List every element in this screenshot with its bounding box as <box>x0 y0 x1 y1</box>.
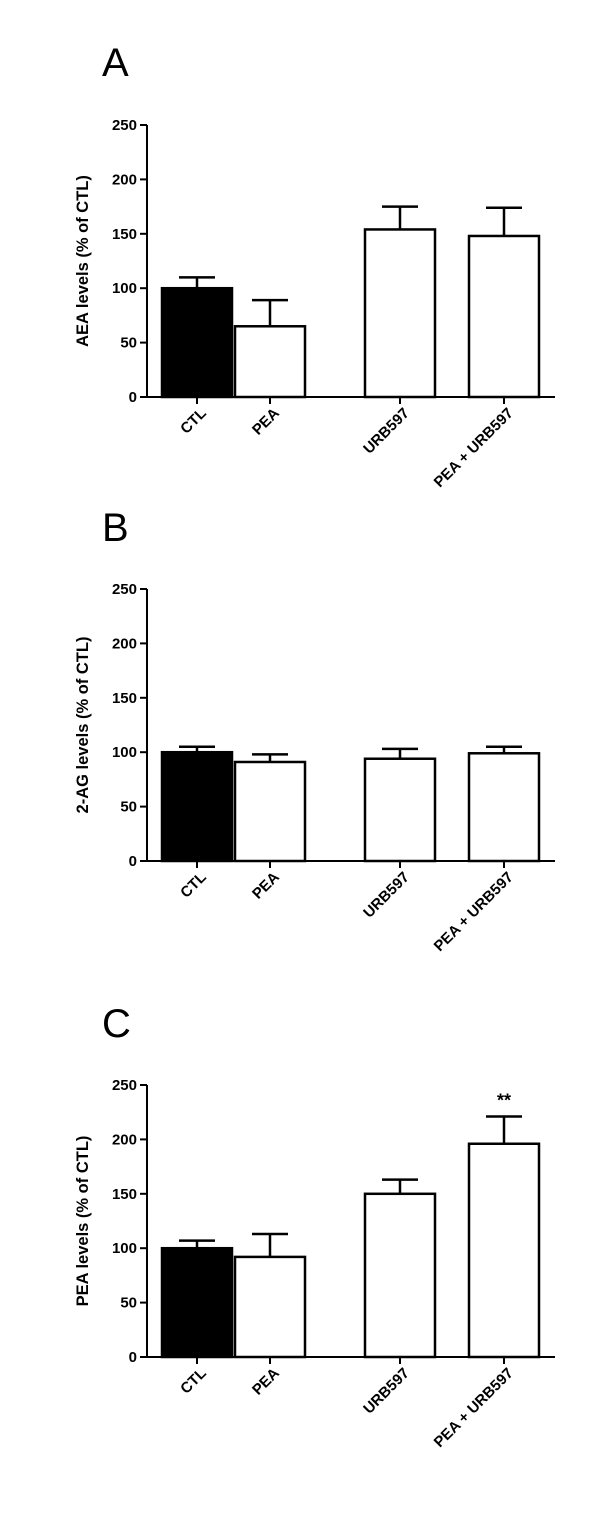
y-tick-label: 200 <box>112 171 137 188</box>
y-tick-label: 200 <box>112 635 137 652</box>
chart-panel-a: A 0 50 100 150 200 250 AEA levels (% of CTL) CTL… <box>74 41 555 491</box>
bar <box>160 1246 234 1359</box>
x-tick-label: PEA + URB597 <box>431 405 517 491</box>
y-tick-label: 0 <box>129 1349 137 1366</box>
x-tick-label: PEA <box>249 869 283 903</box>
x-tick-label: PEA <box>249 405 283 439</box>
x-tick-label: PEA + URB597 <box>431 1365 517 1451</box>
y-tick-label: 250 <box>112 1077 137 1094</box>
x-tick-label: PEA + URB597 <box>431 869 517 955</box>
x-tick-label: URB597 <box>360 869 413 922</box>
panel-letter: A <box>102 41 129 85</box>
x-tick-label: PEA <box>249 1365 283 1399</box>
chart-panel-b: B 0 50 100 150 200 250 2-AG levels (% of CTL) CT… <box>74 506 555 955</box>
y-axis-title: AEA levels (% of CTL) <box>74 175 92 347</box>
bar <box>363 757 437 863</box>
bar <box>160 286 234 399</box>
y-tick-label: 250 <box>112 581 137 598</box>
x-tick-label: CTL <box>177 1365 210 1398</box>
bar <box>233 1255 307 1359</box>
bar <box>467 1142 541 1359</box>
panel-letter: B <box>102 506 129 550</box>
x-tick-label: CTL <box>177 405 210 438</box>
y-tick-label: 250 <box>112 117 137 134</box>
y-tick-label: 50 <box>120 799 137 816</box>
y-tick-label: 150 <box>112 226 137 243</box>
y-tick-label: 200 <box>112 1131 137 1148</box>
significance-annotation: ** <box>497 1091 511 1111</box>
y-tick-label: 150 <box>112 1186 137 1203</box>
y-tick-label: 50 <box>120 335 137 352</box>
y-tick-label: 100 <box>112 1240 137 1257</box>
y-tick-label: 150 <box>112 690 137 707</box>
y-axis-title: PEA levels (% of CTL) <box>74 1136 92 1307</box>
x-tick-label: URB597 <box>360 1365 413 1418</box>
bar <box>233 325 307 399</box>
bar <box>467 234 541 399</box>
y-tick-label: 50 <box>120 1295 137 1312</box>
y-tick-label: 0 <box>129 389 137 406</box>
chart-panel-c: C 0 50 100 150 200 250 PEA levels (% of CTL) CTL… <box>74 1002 555 1451</box>
bar <box>160 750 234 863</box>
y-tick-label: 100 <box>112 744 137 761</box>
x-tick-label: CTL <box>177 869 210 902</box>
bar <box>363 1192 437 1359</box>
bar <box>467 752 541 863</box>
x-tick-label: URB597 <box>360 405 413 458</box>
bar <box>233 760 307 863</box>
panel-letter: C <box>102 1002 131 1046</box>
y-tick-label: 100 <box>112 280 137 297</box>
bar <box>363 228 437 399</box>
y-axis-title: 2-AG levels (% of CTL) <box>74 637 92 814</box>
y-tick-label: 0 <box>129 853 137 870</box>
